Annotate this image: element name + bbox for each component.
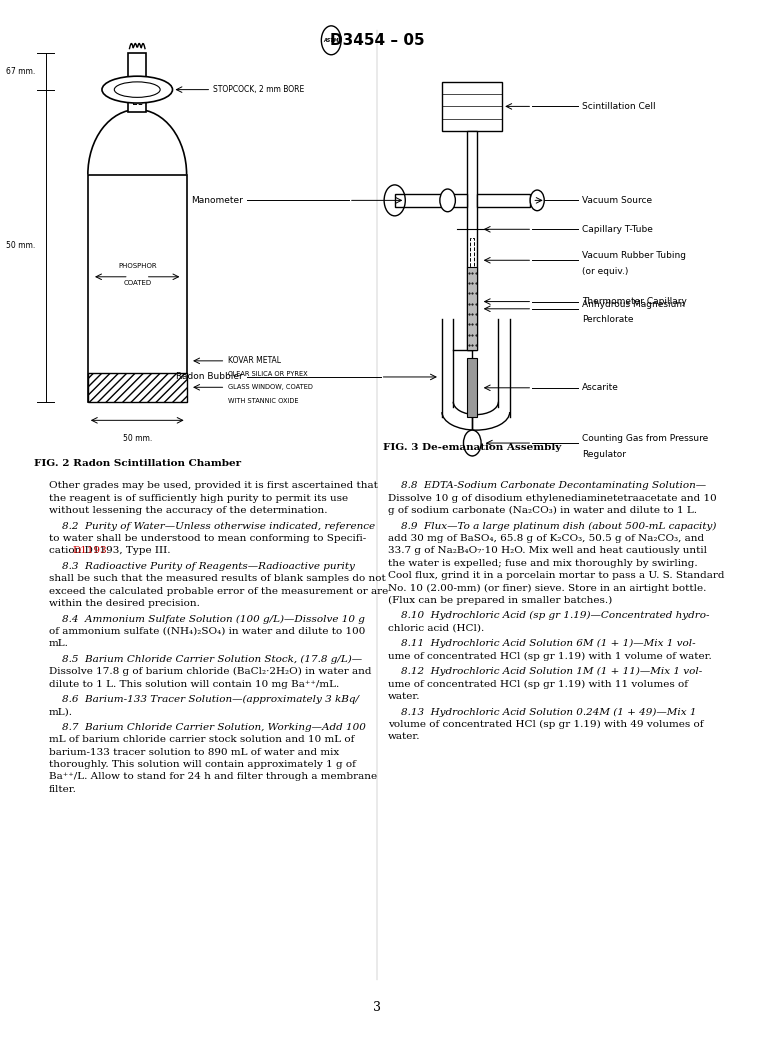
Text: mL).: mL).	[49, 708, 73, 716]
Bar	[88, 373, 187, 402]
Text: cation D1193, Type III.: cation D1193, Type III.	[49, 547, 170, 555]
Bar	[128, 53, 146, 111]
Text: ASTM: ASTM	[324, 37, 339, 43]
Text: Cool flux, grind it in a porcelain mortar to pass a U. S. Standard: Cool flux, grind it in a porcelain morta…	[387, 572, 724, 580]
Text: Anhydrous Magnesium: Anhydrous Magnesium	[582, 300, 685, 308]
Text: Manometer: Manometer	[191, 196, 243, 205]
Text: 8.6  Barium-133 Tracer Solution—(approximately 3 kBq/: 8.6 Barium-133 Tracer Solution—(approxim…	[49, 695, 359, 704]
Text: 8.13  Hydrochloric Acid Solution 0.24M (1 + 49)—Mix 1: 8.13 Hydrochloric Acid Solution 0.24M (1…	[387, 708, 696, 716]
Text: exceed the calculated probable error of the measurement or are: exceed the calculated probable error of …	[49, 586, 388, 595]
Bar	[470, 237, 475, 299]
Text: 8.9  Flux—To a large platinum dish (about 500-mL capacity): 8.9 Flux—To a large platinum dish (about…	[387, 522, 716, 531]
Text: Capillary T-Tube: Capillary T-Tube	[582, 225, 653, 234]
Ellipse shape	[102, 76, 173, 103]
Text: barium-133 tracer solution to 890 mL of water and mix: barium-133 tracer solution to 890 mL of …	[49, 747, 339, 757]
Text: within the desired precision.: within the desired precision.	[49, 599, 200, 608]
Text: 67 mm.: 67 mm.	[5, 67, 35, 76]
Text: 50 mm.: 50 mm.	[123, 434, 152, 442]
Text: chloric acid (HCl).: chloric acid (HCl).	[387, 624, 484, 633]
Text: dilute to 1 L. This solution will contain 10 mg Ba⁺⁺/mL.: dilute to 1 L. This solution will contai…	[49, 680, 339, 688]
Text: without lessening the accuracy of the determination.: without lessening the accuracy of the de…	[49, 506, 328, 515]
Text: 8.7  Barium Chloride Carrier Solution, Working—Add 100: 8.7 Barium Chloride Carrier Solution, Wo…	[49, 722, 366, 732]
Bar	[443, 81, 503, 131]
Text: 3: 3	[373, 1001, 381, 1014]
Text: 8.11  Hydrochloric Acid Solution 6M (1 + 1)—Mix 1 vol-: 8.11 Hydrochloric Acid Solution 6M (1 + …	[387, 639, 696, 649]
Bar	[477, 195, 530, 206]
Text: 8.10  Hydrochloric Acid (sp gr 1.19)—Concentrated hydro-: 8.10 Hydrochloric Acid (sp gr 1.19)—Conc…	[387, 611, 710, 620]
Text: of ammonium sulfate ((NH₄)₂SO₄) in water and dilute to 100: of ammonium sulfate ((NH₄)₂SO₄) in water…	[49, 627, 366, 636]
Text: 8.5  Barium Chloride Carrier Solution Stock, (17.8 g/L)—: 8.5 Barium Chloride Carrier Solution Sto…	[49, 655, 363, 664]
Text: KOVAR METAL: KOVAR METAL	[227, 356, 281, 365]
Text: mL of barium chloride carrier stock solution and 10 mL of: mL of barium chloride carrier stock solu…	[49, 735, 355, 744]
Text: 50 mm.: 50 mm.	[5, 242, 35, 250]
Bar	[133, 76, 142, 104]
Bar	[468, 131, 477, 350]
Text: Regulator: Regulator	[582, 450, 626, 459]
Text: shall be such that the measured results of blank samples do not: shall be such that the measured results …	[49, 575, 386, 583]
Text: 8.4  Ammonium Sulfate Solution (100 g/L)—Dissolve 10 g: 8.4 Ammonium Sulfate Solution (100 g/L)—…	[49, 614, 365, 624]
Text: 8.12  Hydrochloric Acid Solution 1M (1 + 11)—Mix 1 vol-: 8.12 Hydrochloric Acid Solution 1M (1 + …	[387, 667, 702, 677]
Text: Dissolve 10 g of disodium ethylenediaminetetraacetate and 10: Dissolve 10 g of disodium ethylenediamin…	[387, 493, 717, 503]
Text: water.: water.	[387, 732, 420, 741]
Text: D3454 – 05: D3454 – 05	[330, 33, 424, 48]
Text: add 30 mg of BaSO₄, 65.8 g of K₂CO₃, 50.5 g of Na₂CO₃, and: add 30 mg of BaSO₄, 65.8 g of K₂CO₃, 50.…	[387, 534, 704, 543]
Ellipse shape	[114, 82, 160, 98]
Text: water.: water.	[387, 692, 420, 701]
Text: ume of concentrated HCl (sp gr 1.19) with 11 volumes of: ume of concentrated HCl (sp gr 1.19) wit…	[387, 680, 688, 689]
Text: CLEAR SILICA OR PYREX: CLEAR SILICA OR PYREX	[227, 371, 307, 377]
Text: (Flux can be prepared in smaller batches.): (Flux can be prepared in smaller batches…	[387, 595, 612, 605]
Text: PHOSPHOR: PHOSPHOR	[118, 262, 156, 269]
Bar	[394, 195, 468, 206]
Text: WITH STANNIC OXIDE: WITH STANNIC OXIDE	[227, 398, 298, 404]
Text: STOPCOCK, 2 mm BORE: STOPCOCK, 2 mm BORE	[213, 85, 305, 94]
Text: Perchlorate: Perchlorate	[582, 315, 633, 325]
Text: Ba⁺⁺/L. Allow to stand for 24 h and filter through a membrane: Ba⁺⁺/L. Allow to stand for 24 h and filt…	[49, 772, 377, 782]
Text: D1193: D1193	[72, 547, 107, 555]
Text: Radon Bubbler: Radon Bubbler	[177, 373, 243, 381]
Text: 33.7 g of Na₂B₄O₇·10 H₂O. Mix well and heat cautiously until: 33.7 g of Na₂B₄O₇·10 H₂O. Mix well and h…	[387, 547, 706, 555]
Text: COATED: COATED	[123, 280, 151, 286]
Ellipse shape	[464, 430, 481, 456]
Text: Thermometer Capillary: Thermometer Capillary	[582, 297, 686, 306]
Text: the water is expelled; fuse and mix thoroughly by swirling.: the water is expelled; fuse and mix thor…	[387, 559, 697, 567]
Text: FIG. 3 De-emanation Assembly: FIG. 3 De-emanation Assembly	[384, 443, 562, 452]
Text: the reagent is of sufficiently high purity to permit its use: the reagent is of sufficiently high puri…	[49, 493, 349, 503]
Text: to water shall be understood to mean conforming to Specifi-: to water shall be understood to mean con…	[49, 534, 366, 543]
Text: filter.: filter.	[49, 785, 77, 794]
Text: 8.3  Radioactive Purity of Reagents—Radioactive purity: 8.3 Radioactive Purity of Reagents—Radio…	[49, 562, 355, 570]
Bar	[88, 175, 187, 402]
Text: FIG. 2 Radon Scintillation Chamber: FIG. 2 Radon Scintillation Chamber	[33, 458, 241, 467]
Bar	[468, 268, 477, 350]
Text: Other grades may be used, provided it is first ascertained that: Other grades may be used, provided it is…	[49, 481, 378, 490]
Text: GLASS WINDOW, COATED: GLASS WINDOW, COATED	[227, 384, 313, 390]
Text: Scintillation Cell: Scintillation Cell	[582, 102, 655, 111]
Text: (or equiv.): (or equiv.)	[582, 266, 628, 276]
Ellipse shape	[440, 189, 455, 211]
Text: volume of concentrated HCl (sp gr 1.19) with 49 volumes of: volume of concentrated HCl (sp gr 1.19) …	[387, 719, 703, 729]
Ellipse shape	[530, 191, 545, 210]
Text: Counting Gas from Pressure: Counting Gas from Pressure	[582, 434, 708, 442]
Text: 8.2  Purity of Water—Unless otherwise indicated, reference: 8.2 Purity of Water—Unless otherwise ind…	[49, 522, 375, 531]
Text: mL.: mL.	[49, 639, 69, 649]
Text: 8.8  EDTA-Sodium Carbonate Decontaminating Solution—: 8.8 EDTA-Sodium Carbonate Decontaminatin…	[387, 481, 706, 490]
Text: ume of concentrated HCl (sp gr 1.19) with 1 volume of water.: ume of concentrated HCl (sp gr 1.19) wit…	[387, 652, 711, 661]
Bar	[468, 358, 477, 417]
Text: Vacuum Source: Vacuum Source	[582, 196, 652, 205]
Text: Vacuum Rubber Tubing: Vacuum Rubber Tubing	[582, 251, 685, 260]
Text: thoroughly. This solution will contain approximately 1 g of: thoroughly. This solution will contain a…	[49, 760, 356, 769]
Text: g of sodium carbonate (Na₂CO₃) in water and dilute to 1 L.: g of sodium carbonate (Na₂CO₃) in water …	[387, 506, 696, 515]
Text: Dissolve 17.8 g of barium chloride (BaCl₂·2H₂O) in water and: Dissolve 17.8 g of barium chloride (BaCl…	[49, 667, 372, 677]
Text: Ascarite: Ascarite	[582, 383, 619, 392]
Text: No. 10 (2.00-mm) (or finer) sieve. Store in an airtight bottle.: No. 10 (2.00-mm) (or finer) sieve. Store…	[387, 584, 706, 592]
